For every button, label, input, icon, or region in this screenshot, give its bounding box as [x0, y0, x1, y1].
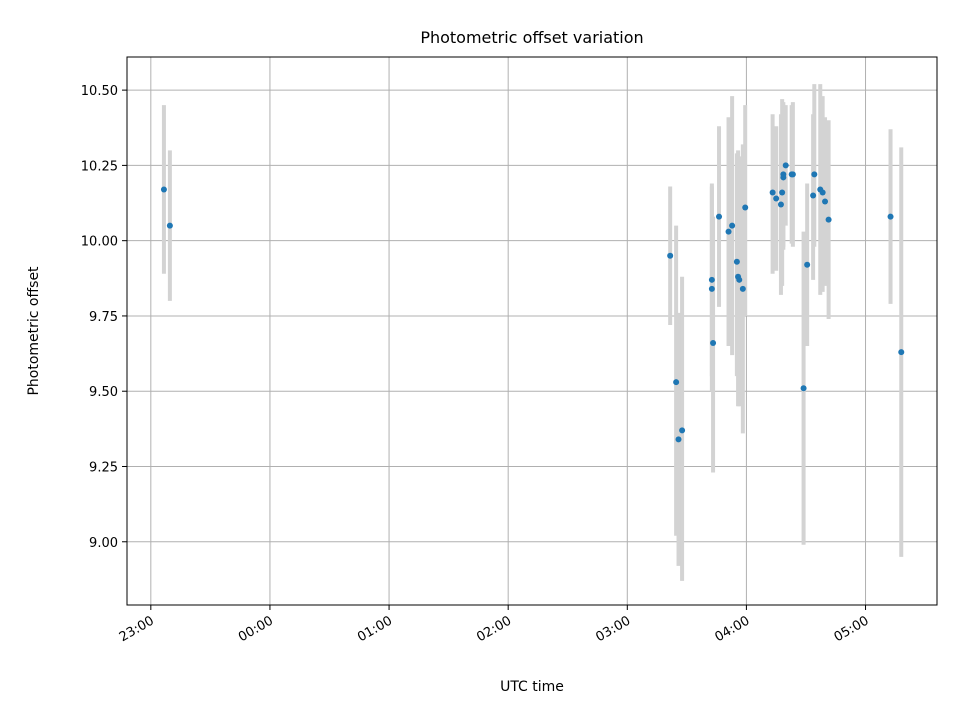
data-point — [710, 340, 717, 347]
y-axis-ticks: 9.00 9.25 9.50 9.75 10.00 10.25 10.50 — [81, 84, 127, 551]
data-point — [739, 285, 746, 292]
data-point — [769, 189, 776, 196]
x-gridlines — [150, 57, 867, 605]
data-point — [804, 261, 811, 268]
data-point — [810, 192, 817, 199]
data-point — [166, 222, 173, 229]
y-tick-label: 10.25 — [81, 159, 118, 174]
data-point — [819, 189, 826, 196]
y-tick-label: 9.25 — [89, 460, 118, 475]
data-point — [822, 198, 829, 205]
chart-title: Photometric offset variation — [420, 28, 643, 47]
y-axis-label: Photometric offset — [26, 266, 42, 396]
data-point — [729, 222, 736, 229]
data-point — [736, 276, 743, 283]
data-point — [675, 436, 682, 443]
data-point — [673, 379, 680, 386]
y-tick-label: 9.75 — [89, 310, 118, 325]
data-point — [667, 252, 674, 259]
data-point — [782, 162, 789, 169]
data-point — [708, 276, 715, 283]
x-axis-label: UTC time — [500, 679, 564, 695]
data-point — [733, 258, 740, 265]
data-point — [773, 195, 780, 202]
data-point — [779, 189, 786, 196]
data-point — [887, 213, 894, 220]
y-tick-label: 9.50 — [89, 385, 118, 400]
data-point — [160, 186, 167, 193]
data-point — [725, 228, 732, 235]
data-point — [716, 213, 723, 220]
data-points — [160, 162, 905, 443]
data-point — [780, 174, 787, 181]
data-point — [679, 427, 686, 434]
data-point — [777, 201, 784, 208]
y-tick-label: 10.00 — [81, 235, 118, 250]
y-tick-label: 9.00 — [89, 536, 118, 551]
data-point — [811, 171, 818, 178]
data-point — [708, 285, 715, 292]
data-point — [898, 349, 905, 356]
plot-frame — [126, 56, 938, 606]
data-point — [789, 171, 796, 178]
data-point — [825, 216, 832, 223]
y-tick-label: 10.50 — [81, 84, 118, 99]
data-point — [742, 204, 749, 211]
data-point — [800, 385, 807, 392]
